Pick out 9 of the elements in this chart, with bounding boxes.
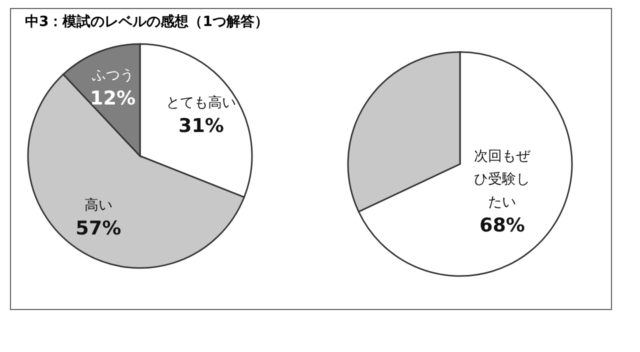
slice-label: ふつう [90,68,134,84]
slice-label: 高い [84,198,112,214]
data-label: 68% [479,214,525,236]
slice-label: 次回もぜひ受験したい [474,148,532,210]
data-label: 12% [90,88,136,110]
data-label: 31% [178,114,224,137]
chart-title: 中3：模試のレベルの感想（1つ解答） [25,13,268,30]
slice-label: とても高い [166,94,236,111]
data-label: 57% [76,218,122,240]
